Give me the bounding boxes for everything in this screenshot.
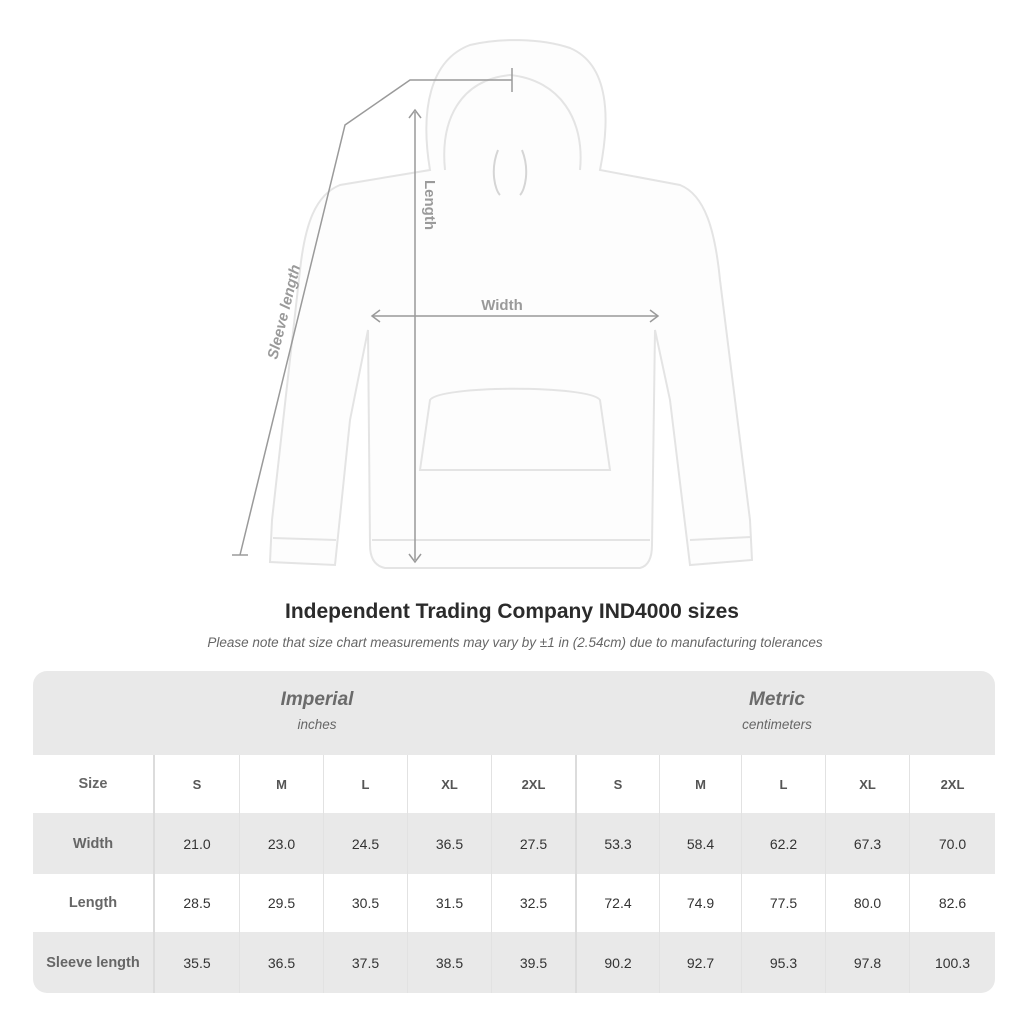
value-cell: 62.2 <box>741 813 825 874</box>
value-cell: 36.5 <box>239 932 323 993</box>
metric-header: Metric centimeters <box>627 689 927 732</box>
value-cell: 38.5 <box>407 932 491 993</box>
value-cell: 27.5 <box>491 813 575 874</box>
size-header-row: Size S M L XL 2XL S M L XL 2XL <box>33 755 995 813</box>
length-label: Length <box>421 180 438 230</box>
value-cell: 28.5 <box>183 895 211 911</box>
size-header-cell: S <box>192 776 202 792</box>
value-cell: 35.5 <box>183 954 211 971</box>
value-cell: 39.5 <box>491 932 575 993</box>
value-cell: 97.8 <box>825 932 909 993</box>
value-cell: 21.0 <box>183 835 211 852</box>
imperial-unit: inches <box>297 717 337 732</box>
row-label: Size <box>33 755 155 813</box>
hoodie-image <box>268 39 754 569</box>
value-cell: 37.5 <box>323 932 407 993</box>
size-header-cell: 2XL <box>909 755 995 813</box>
value-cell: 72.4 <box>575 874 659 932</box>
value-cell: 58.4 <box>659 813 741 874</box>
value-cell: 31.5 <box>407 874 491 932</box>
hoodie-measurement-diagram: Length Width Sleeve length <box>232 39 754 569</box>
size-header-cell: XL <box>407 755 491 813</box>
value-cell: 53.3 <box>575 813 659 874</box>
value-cell: 23.0 <box>239 813 323 874</box>
size-header-cell: L <box>741 755 825 813</box>
value-cell: 95.3 <box>741 932 825 993</box>
row-label: Sleeve length <box>33 932 155 993</box>
value-cell: 74.9 <box>659 874 741 932</box>
value-cell: 77.5 <box>741 874 825 932</box>
width-label: Width <box>481 297 523 314</box>
size-table: Imperial inches Metric centimeters Size S… <box>33 671 995 993</box>
metric-unit: centimeters <box>742 717 812 732</box>
size-header-cell: L <box>323 755 407 813</box>
value-cell: 82.6 <box>909 874 995 932</box>
value-cell: 36.5 <box>407 813 491 874</box>
value-cell: 30.5 <box>323 874 407 932</box>
row-label: Length <box>33 874 155 932</box>
value-cell: 80.0 <box>825 874 909 932</box>
size-header-cell: 2XL <box>491 755 575 813</box>
size-header-cell: M <box>659 755 741 813</box>
table-row: Width 21.0 23.0 24.5 36.5 27.5 53.3 58.4 62.2 67.… <box>33 813 995 874</box>
value-cell: 32.5 <box>491 874 575 932</box>
table-row: Length 28.5 29.5 30.5 31.5 32.5 72.4 74.9 77.5 80… <box>33 874 995 932</box>
value-cell: 100.3 <box>909 932 995 993</box>
value-cell: 29.5 <box>239 874 323 932</box>
size-header-cell: XL <box>825 755 909 813</box>
value-cell: 90.2 <box>575 932 659 993</box>
unit-header: Imperial inches Metric centimeters <box>33 671 995 755</box>
value-cell: 24.5 <box>323 813 407 874</box>
table-row: Sleeve length 35.5 36.5 37.5 38.5 39.5 90.2 92.… <box>33 932 995 993</box>
value-cell: 67.3 <box>825 813 909 874</box>
row-label: Width <box>33 813 155 874</box>
sleeve-length-line <box>239 79 512 556</box>
size-header-cell: M <box>239 755 323 813</box>
imperial-header: Imperial inches <box>167 689 467 732</box>
size-header-cell: S <box>575 755 659 813</box>
metric-title: Metric <box>749 689 805 710</box>
value-cell: 70.0 <box>909 813 995 874</box>
imperial-title: Imperial <box>280 689 354 710</box>
measure-lines <box>232 68 660 564</box>
page-title: Independent Trading Company IND4000 size… <box>285 600 739 623</box>
tolerance-note: Please note that size chart measurements… <box>207 635 823 650</box>
value-cell: 92.7 <box>659 932 741 993</box>
